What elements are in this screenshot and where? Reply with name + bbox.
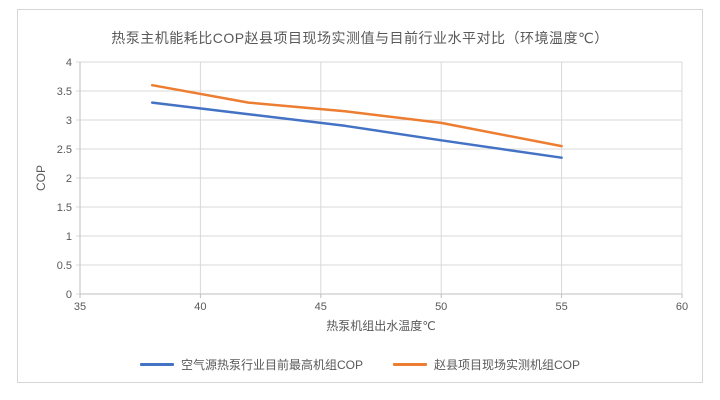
x-tick-label: 60 xyxy=(676,301,688,313)
y-tick-label: 0 xyxy=(66,289,72,301)
y-tick-label: 1.5 xyxy=(57,202,72,214)
legend-label: 空气源热泵行业目前最高机组COP xyxy=(180,358,363,372)
x-tick-label: 55 xyxy=(555,301,567,313)
x-tick-label: 50 xyxy=(435,301,447,313)
x-tick-label: 40 xyxy=(194,301,206,313)
legend-item-industry-best[interactable]: 空气源热泵行业目前最高机组COP xyxy=(139,356,363,373)
y-tick-label: 2.5 xyxy=(57,144,72,156)
y-axis-title: COP xyxy=(34,165,48,191)
y-tick-label: 1 xyxy=(66,231,72,243)
chart-frame[interactable]: 热泵主机能耗比COP赵县项目现场实测值与目前行业水平对比（环境温度℃） 0 0.5… xyxy=(17,9,703,383)
chart-title: 热泵主机能耗比COP赵县项目现场实测值与目前行业水平对比（环境温度℃） xyxy=(111,30,609,46)
series-line-1[interactable] xyxy=(150,83,563,148)
y-tick-label: 4 xyxy=(66,57,72,69)
legend-line-swatch-orange xyxy=(393,363,427,366)
legend: 空气源热泵行业目前最高机组COP 赵县项目现场实测机组COP xyxy=(18,356,702,373)
legend-line-swatch-blue xyxy=(139,363,174,366)
x-axis-title: 热泵机组出水温度℃ xyxy=(326,318,435,333)
y-tick-label: 0.5 xyxy=(57,260,72,272)
y-tick-label: 2 xyxy=(66,173,72,185)
series-line-0[interactable] xyxy=(150,101,563,159)
x-tick-label: 35 xyxy=(74,301,86,313)
x-tick-label: 45 xyxy=(315,301,327,313)
legend-label: 赵县项目现场实测机组COP xyxy=(434,358,581,372)
legend-item-zhaoxian-measured[interactable]: 赵县项目现场实测机组COP xyxy=(393,356,580,373)
y-tick-label: 3.5 xyxy=(57,86,72,98)
y-tick-label: 3 xyxy=(66,115,72,127)
